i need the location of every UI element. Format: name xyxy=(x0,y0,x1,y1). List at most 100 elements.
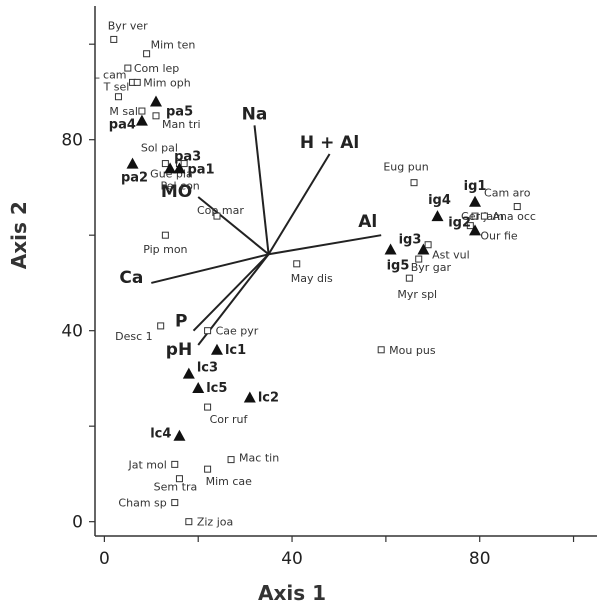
x-tick-label: 80 xyxy=(469,549,491,569)
site-marker xyxy=(182,367,195,379)
site-marker xyxy=(173,429,186,441)
species-label: Cop mar xyxy=(197,204,244,217)
site-marker xyxy=(243,391,256,403)
species-label: Cor ruf xyxy=(210,413,249,426)
vector-line xyxy=(197,196,270,256)
vector-line xyxy=(151,253,269,284)
species-marker xyxy=(513,203,521,211)
species-label: Mim oph xyxy=(143,76,190,89)
species-label: M sal xyxy=(109,105,138,118)
site-marker xyxy=(173,162,186,174)
site-label: ig1 xyxy=(464,179,487,194)
species-marker xyxy=(293,260,301,268)
species-label: Jat mol xyxy=(127,458,166,471)
vector-label: Ca xyxy=(119,268,143,288)
site-marker xyxy=(417,243,430,255)
species-label: Byr gar xyxy=(411,261,452,274)
site-marker xyxy=(164,162,177,174)
species-label: L cam xyxy=(93,68,126,81)
vector-line xyxy=(267,153,331,255)
x-tick-label: 40 xyxy=(281,549,303,569)
species-label: Our fie xyxy=(480,230,518,243)
vector-line xyxy=(192,253,270,332)
x-tick-label: 0 xyxy=(99,549,110,569)
species-label: Pip mon xyxy=(143,243,187,256)
site-marker xyxy=(149,95,162,107)
species-marker xyxy=(410,179,418,187)
y-tick-label: 40 xyxy=(61,322,83,342)
site-label: pa1 xyxy=(187,162,214,177)
species-label: Ast vul xyxy=(432,249,470,262)
species-label: Cae pyr xyxy=(216,325,259,338)
species-label: Man tri xyxy=(162,118,201,131)
site-marker xyxy=(469,195,482,207)
species-marker xyxy=(161,231,169,239)
site-label: lc4 xyxy=(150,427,171,442)
site-label: lc3 xyxy=(197,361,218,376)
species-marker xyxy=(185,518,193,526)
species-label: Desc 1 xyxy=(115,330,153,343)
species-label: Mim cae xyxy=(206,475,253,488)
species-marker xyxy=(157,322,165,330)
species-marker xyxy=(110,35,118,43)
site-label: pa4 xyxy=(109,118,136,133)
site-label: ig2 xyxy=(448,215,471,230)
environmental-vectors: Na H + Al Al MO Ca PpH xyxy=(119,104,382,360)
site-label: ig5 xyxy=(387,259,410,274)
site-label: ig3 xyxy=(399,233,422,248)
species-label: Sol pal xyxy=(141,142,178,155)
site-label: pa5 xyxy=(166,104,193,119)
species-marker xyxy=(152,112,160,120)
species-marker xyxy=(204,327,212,335)
axes xyxy=(94,6,597,537)
species-marker xyxy=(466,222,474,230)
species-label: T sel xyxy=(103,81,130,94)
species-marker xyxy=(171,499,179,507)
vector-label: P xyxy=(175,312,187,332)
site-marker xyxy=(384,243,397,255)
vector-label: H + Al xyxy=(300,133,359,153)
species-label: Cham sp xyxy=(118,497,166,510)
species-marker xyxy=(415,255,423,263)
site-label: pa2 xyxy=(121,171,148,186)
species-label: May dis xyxy=(291,272,333,285)
species-marker xyxy=(124,64,132,72)
site-marker xyxy=(126,157,139,169)
site-label: ig4 xyxy=(428,193,451,208)
species-marker xyxy=(480,212,488,220)
species-marker xyxy=(138,107,146,115)
species-marker xyxy=(175,475,183,483)
vector-label: pH xyxy=(166,340,192,360)
species-marker xyxy=(143,50,151,58)
species-marker xyxy=(471,212,479,220)
species-marker xyxy=(227,456,235,464)
species-marker xyxy=(204,465,212,473)
y-tick-label: 80 xyxy=(61,131,83,151)
species-label: Mou pus xyxy=(389,344,436,357)
species-marker xyxy=(405,274,413,282)
species-label: Ziz joa xyxy=(197,516,233,529)
species-marker xyxy=(180,160,188,168)
x-axis-title: Axis 1 xyxy=(258,581,326,605)
species-label: Pel con xyxy=(160,180,199,193)
y-tick-label: 0 xyxy=(72,513,83,533)
species-marker xyxy=(213,212,221,220)
vector-label: Al xyxy=(358,212,377,232)
vector-label: Na xyxy=(242,104,268,124)
site-marker xyxy=(135,114,148,126)
species-marker xyxy=(171,460,179,468)
species-label: Eug pun xyxy=(383,161,428,174)
ticks: 0 40 80 0 40 80 xyxy=(61,43,575,569)
vector-line xyxy=(253,125,270,255)
species-label: Sem tra xyxy=(154,481,198,494)
species-marker xyxy=(161,160,169,168)
site-marker xyxy=(192,381,205,393)
site-label: lc1 xyxy=(225,343,246,358)
site-label: lc5 xyxy=(206,381,227,396)
site-label: lc2 xyxy=(258,391,279,406)
species-label: Mim ten xyxy=(151,39,196,52)
species-marker xyxy=(377,346,385,354)
